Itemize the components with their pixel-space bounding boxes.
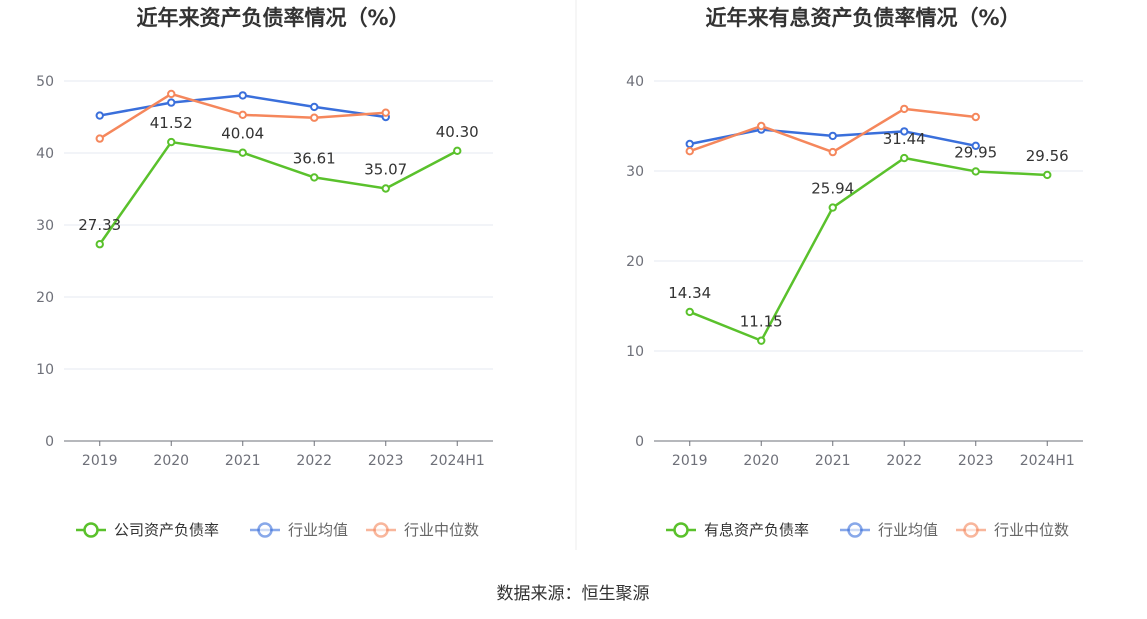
data-label: 25.94 (811, 180, 854, 198)
legend-item[interactable]: 行业均值 (840, 521, 938, 539)
data-point[interactable] (238, 148, 247, 157)
series-line-0 (689, 156, 1048, 342)
data-point[interactable] (757, 121, 766, 131)
data-point[interactable] (685, 307, 694, 317)
chart-title: 近年来有息资产负债率情况（%） (705, 6, 1020, 30)
data-point[interactable] (95, 111, 104, 120)
series-line-2 (689, 107, 976, 154)
data-label: 29.95 (954, 143, 997, 161)
data-label: 27.33 (78, 216, 121, 234)
data-point[interactable] (900, 104, 909, 114)
y-tick-label: 30 (626, 164, 644, 180)
x-tick-label: 2023 (958, 453, 994, 469)
x-tick-label: 2020 (743, 453, 779, 469)
data-label: 31.44 (883, 130, 926, 148)
y-tick-label: 10 (626, 344, 644, 360)
x-tick-label: 2024H1 (1020, 453, 1075, 469)
chart-title: 近年来资产负债率情况（%） (136, 6, 409, 30)
y-tick-label: 50 (36, 74, 54, 90)
x-tick-label: 2020 (153, 453, 189, 469)
x-tick-label: 2021 (225, 453, 261, 469)
series-line-0 (98, 140, 458, 245)
legend-marker-icon (83, 522, 99, 538)
legend-label: 公司资产负债率 (114, 521, 219, 539)
legend-marker-icon (673, 522, 689, 538)
data-label: 14.34 (668, 284, 711, 302)
data-point[interactable] (167, 98, 176, 107)
data-point[interactable] (310, 173, 319, 182)
data-point[interactable] (828, 203, 837, 212)
legend-label: 行业中位数 (994, 521, 1069, 539)
y-tick-label: 10 (36, 362, 54, 378)
data-point[interactable] (453, 146, 462, 156)
data-label: 36.61 (293, 149, 336, 167)
legend-item[interactable]: 公司资产负债率 (76, 521, 219, 539)
data-point[interactable] (685, 139, 694, 149)
data-point[interactable] (381, 184, 390, 193)
y-tick-label: 40 (36, 146, 54, 162)
data-point[interactable] (1043, 170, 1052, 180)
x-tick-label: 2024H1 (430, 453, 485, 469)
data-point[interactable] (310, 113, 319, 122)
data-label: 41.52 (150, 114, 193, 132)
data-point[interactable] (900, 153, 909, 163)
x-tick-label: 2021 (815, 453, 851, 469)
legend-label: 行业中位数 (404, 521, 479, 539)
y-tick-label: 0 (45, 434, 54, 450)
data-label: 40.04 (221, 125, 264, 143)
data-label: 40.30 (436, 123, 479, 141)
data-point[interactable] (238, 110, 247, 120)
chart-panel-interest-debt-ratio: 近年来有息资产负债率情况（%） 0 10 20 30 40 2019 2020 2021 202… (626, 6, 1083, 539)
data-point[interactable] (685, 147, 694, 156)
data-point[interactable] (238, 91, 247, 100)
data-point[interactable] (757, 336, 766, 345)
data-point[interactable] (828, 147, 837, 157)
data-point[interactable] (971, 167, 980, 176)
y-tick-label: 20 (36, 290, 54, 306)
x-tick-label: 2019 (672, 453, 708, 469)
legend-item[interactable]: 有息资产负债率 (666, 521, 809, 539)
legend-item[interactable]: 行业均值 (250, 521, 348, 539)
x-tick-label: 2023 (368, 453, 404, 469)
data-point[interactable] (310, 102, 319, 112)
data-source: 数据来源：恒生聚源 (497, 584, 650, 604)
legend-label: 有息资产负债率 (704, 521, 809, 539)
data-point[interactable] (95, 240, 104, 249)
data-point[interactable] (900, 127, 909, 136)
y-tick-label: 30 (36, 218, 54, 234)
legend-marker-icon (847, 522, 863, 538)
data-label: 11.15 (740, 313, 783, 331)
legend-label: 行业均值 (878, 521, 938, 539)
y-tick-label: 40 (626, 74, 644, 90)
y-tick-label: 20 (626, 254, 644, 270)
data-point[interactable] (828, 131, 837, 141)
y-tick-label: 0 (635, 434, 644, 450)
data-point[interactable] (167, 89, 176, 99)
legend-item[interactable]: 行业中位数 (956, 521, 1069, 539)
data-point[interactable] (381, 108, 390, 117)
data-point[interactable] (167, 137, 176, 147)
legend-label: 行业均值 (288, 521, 348, 539)
data-label: 29.56 (1026, 147, 1069, 165)
data-point[interactable] (95, 134, 104, 143)
legend-marker-icon (373, 522, 389, 538)
x-tick-label: 2019 (82, 453, 118, 469)
legend-item[interactable]: 行业中位数 (366, 521, 479, 539)
data-label: 35.07 (364, 160, 407, 178)
data-point[interactable] (971, 141, 980, 151)
data-point[interactable] (971, 112, 980, 122)
legend-marker-icon (257, 522, 273, 538)
x-tick-label: 2022 (886, 453, 922, 469)
chart-panel-debt-ratio: 近年来资产负债率情况（%） 0 10 20 30 40 50 2019 2020 2021 202… (36, 6, 493, 539)
legend-marker-icon (963, 522, 979, 538)
x-tick-label: 2022 (296, 453, 332, 469)
